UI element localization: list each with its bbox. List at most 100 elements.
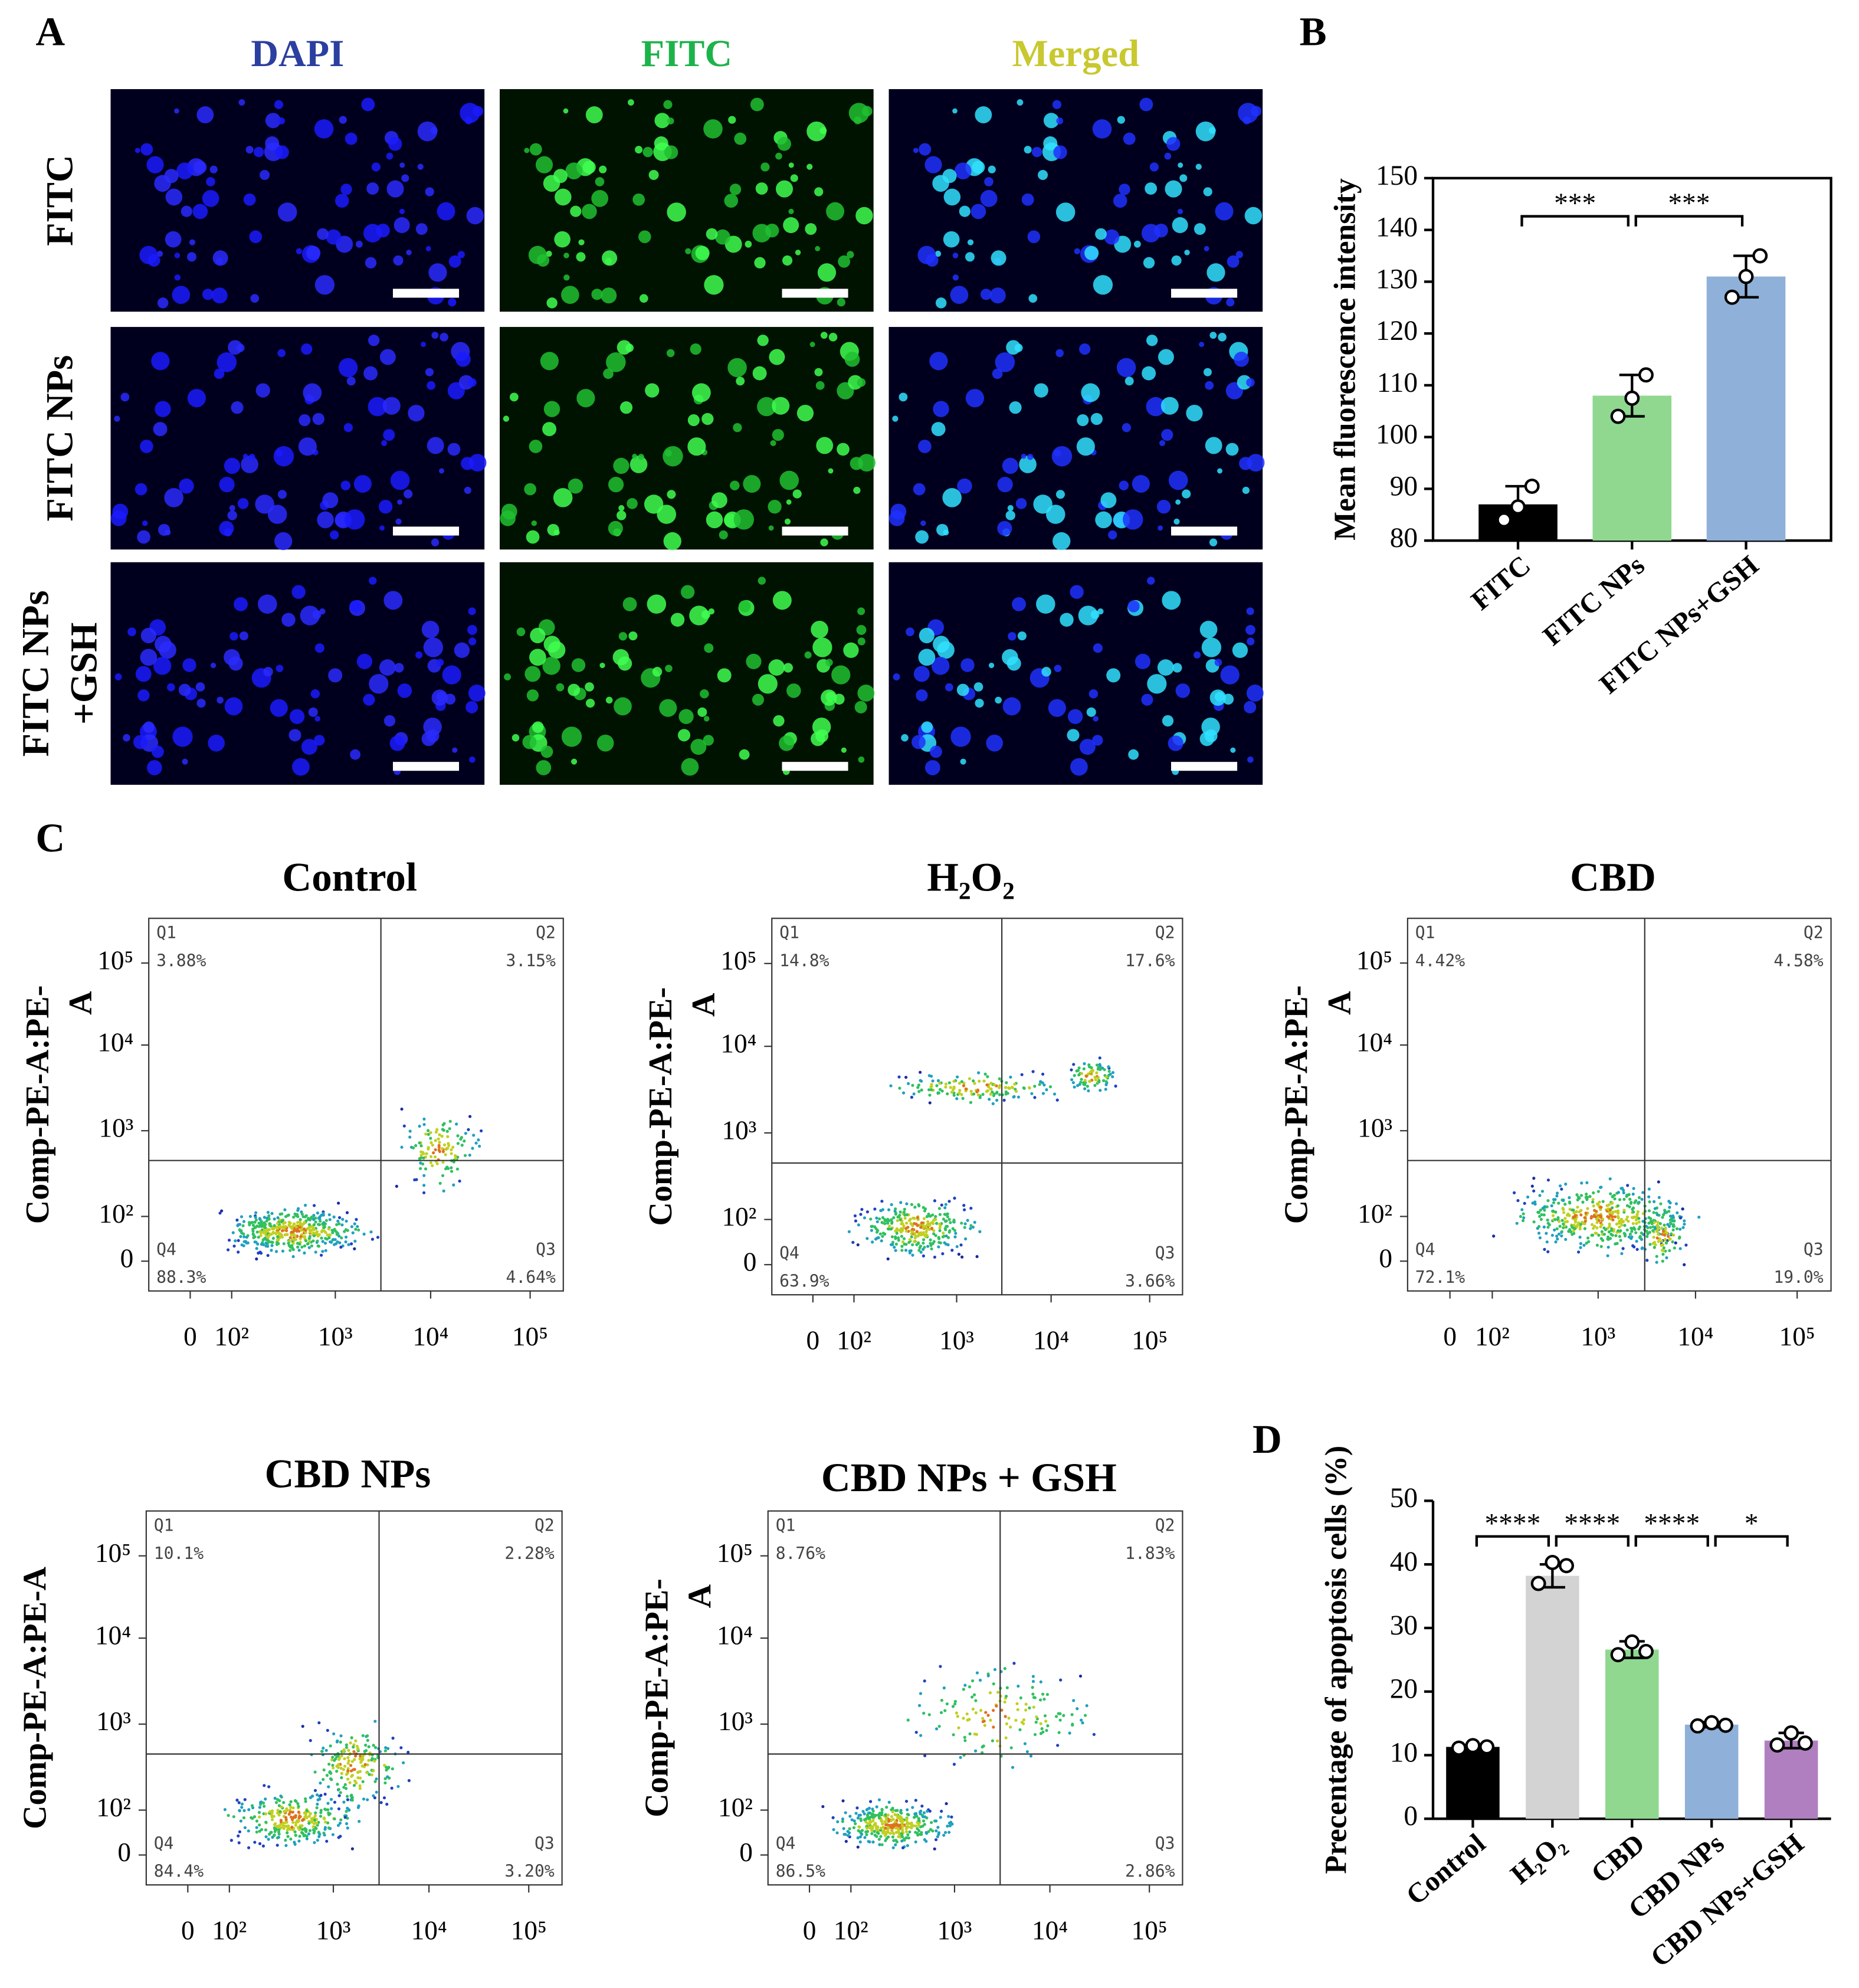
event — [899, 1201, 903, 1204]
cell — [1055, 349, 1064, 358]
cell — [645, 383, 660, 398]
cell — [614, 697, 632, 716]
event — [293, 1830, 297, 1834]
event — [1652, 1200, 1656, 1203]
event — [976, 1093, 980, 1097]
event — [1645, 1234, 1649, 1238]
event — [323, 1817, 326, 1820]
event — [279, 1826, 283, 1829]
event — [988, 1691, 992, 1695]
cell — [768, 659, 785, 676]
x-tick-label: CBD — [1585, 1828, 1650, 1889]
event — [1617, 1221, 1621, 1225]
cell — [228, 340, 242, 355]
event — [366, 1734, 369, 1738]
event — [857, 1223, 860, 1227]
event — [1599, 1185, 1602, 1189]
event — [1025, 1750, 1029, 1754]
event — [883, 1232, 887, 1236]
event — [379, 1801, 383, 1804]
event — [315, 1806, 319, 1810]
data-point — [1690, 1718, 1706, 1734]
event — [1070, 1068, 1073, 1072]
cell — [212, 250, 228, 266]
quadrant-name: Q4 — [776, 1833, 796, 1853]
cell — [214, 368, 225, 379]
event — [892, 1839, 896, 1842]
event — [437, 1137, 440, 1141]
event — [906, 1825, 909, 1829]
event — [1079, 1080, 1083, 1084]
cell — [1194, 651, 1201, 659]
event — [865, 1807, 869, 1811]
cell — [782, 255, 793, 266]
cell — [1055, 202, 1076, 222]
event — [993, 1668, 997, 1671]
event — [408, 1129, 412, 1133]
event — [1611, 1215, 1614, 1219]
event — [912, 1216, 915, 1220]
cell — [501, 503, 517, 520]
event — [1031, 1686, 1034, 1689]
event — [962, 1688, 965, 1691]
cell — [1234, 352, 1249, 367]
event — [1013, 1082, 1017, 1086]
cell — [165, 188, 183, 206]
event — [320, 1236, 323, 1240]
event — [253, 1235, 257, 1239]
event — [916, 1216, 919, 1220]
data-point — [1624, 390, 1640, 406]
event — [364, 1743, 368, 1747]
event — [337, 1222, 341, 1226]
event — [913, 1815, 917, 1818]
event — [918, 1810, 922, 1814]
cell — [1019, 456, 1037, 473]
cell — [933, 401, 949, 417]
event — [312, 1825, 315, 1829]
cell — [536, 760, 552, 775]
cell — [786, 683, 801, 698]
event — [434, 1155, 437, 1159]
event — [291, 1820, 295, 1825]
event — [352, 1745, 355, 1749]
cell — [695, 245, 710, 260]
event — [344, 1787, 348, 1790]
event — [276, 1843, 279, 1847]
event — [1563, 1203, 1567, 1206]
cell — [854, 700, 867, 713]
event — [337, 1216, 342, 1220]
event — [353, 1239, 357, 1243]
event — [1617, 1191, 1621, 1194]
event — [253, 1840, 257, 1844]
cell — [186, 252, 196, 262]
cell — [790, 174, 798, 182]
event — [859, 1213, 863, 1216]
event — [297, 1804, 300, 1808]
cell — [210, 663, 217, 669]
event — [327, 1826, 331, 1830]
cell — [1242, 486, 1250, 494]
event — [1022, 1086, 1026, 1090]
event — [407, 1779, 411, 1783]
event — [878, 1217, 881, 1221]
x-tick-label: 10² — [834, 1916, 868, 1946]
x-tick-label: 0 — [1443, 1322, 1457, 1351]
cell — [231, 401, 244, 414]
quadrant-value: 8.76% — [776, 1544, 825, 1563]
event — [1023, 1742, 1027, 1745]
event — [269, 1224, 273, 1228]
event — [995, 1091, 999, 1095]
event — [276, 1221, 280, 1225]
event — [972, 1079, 975, 1083]
event — [909, 1217, 912, 1221]
cell — [426, 729, 440, 743]
cell — [542, 422, 557, 437]
event — [1572, 1223, 1576, 1227]
cell — [828, 468, 834, 474]
event — [981, 1717, 985, 1720]
event — [1030, 1092, 1034, 1095]
event — [905, 1817, 909, 1820]
event — [296, 1820, 300, 1823]
cell — [158, 523, 171, 536]
event — [456, 1134, 460, 1138]
